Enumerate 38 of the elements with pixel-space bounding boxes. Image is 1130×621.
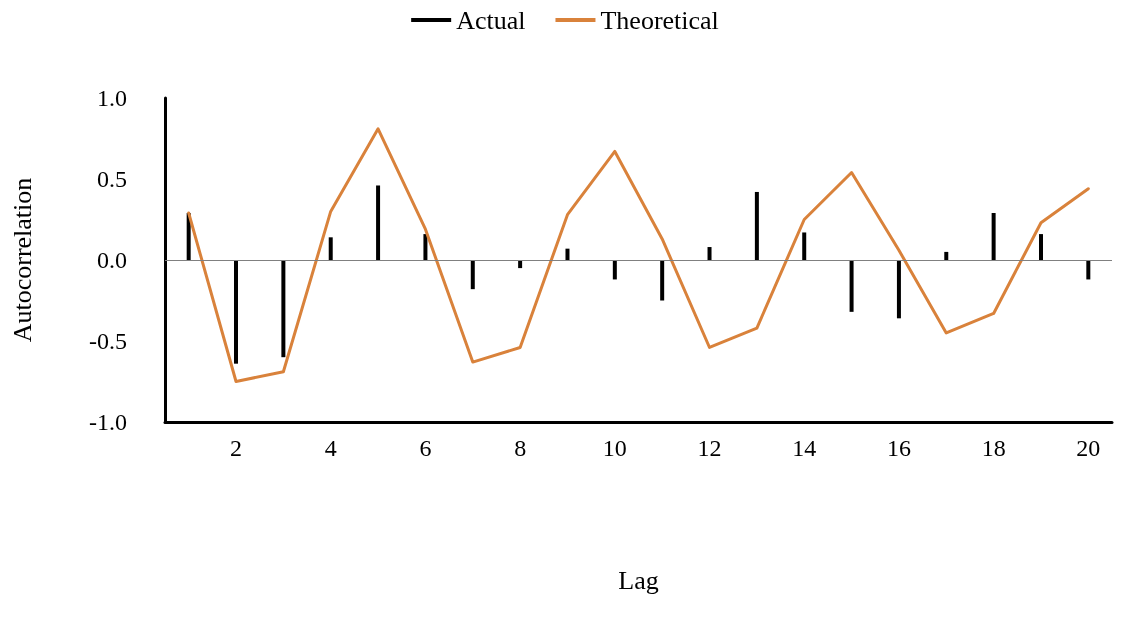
bar bbox=[896, 260, 901, 319]
bar bbox=[423, 234, 428, 260]
x-tick-label: 20 bbox=[1076, 435, 1101, 461]
x-tick-label: 18 bbox=[981, 435, 1006, 461]
bar bbox=[991, 213, 996, 260]
bar bbox=[328, 237, 333, 260]
bar bbox=[754, 191, 759, 260]
legend-label: Actual bbox=[456, 5, 526, 35]
bar bbox=[470, 260, 475, 290]
y-tick-label: 0.5 bbox=[97, 166, 127, 192]
bar bbox=[1038, 234, 1043, 260]
x-axis-title: Lag bbox=[618, 565, 659, 595]
line-series bbox=[187, 127, 1090, 383]
bar bbox=[376, 185, 381, 260]
y-tick-label: 1.0 bbox=[97, 85, 127, 111]
y-tick-label: 0.0 bbox=[97, 247, 127, 273]
y-tick-label: -0.5 bbox=[89, 328, 127, 354]
y-axis-title: Autocorrelation bbox=[7, 177, 37, 343]
bar bbox=[234, 260, 239, 364]
x-tick-label: 10 bbox=[602, 435, 627, 461]
x-tick-label: 4 bbox=[324, 435, 337, 461]
bar bbox=[660, 260, 665, 301]
bar bbox=[802, 232, 807, 260]
x-tick-label: 16 bbox=[886, 435, 911, 461]
bar bbox=[849, 260, 854, 312]
y-tick-label: -1.0 bbox=[89, 409, 127, 435]
bar bbox=[612, 260, 617, 280]
x-tick-label: 6 bbox=[419, 435, 432, 461]
bar bbox=[281, 260, 286, 358]
x-tick-label: 2 bbox=[230, 435, 243, 461]
bar bbox=[565, 248, 570, 260]
legend-label: Theoretical bbox=[600, 5, 719, 35]
x-tick-label: 12 bbox=[697, 435, 722, 461]
x-tick-label: 8 bbox=[514, 435, 527, 461]
bar bbox=[707, 247, 712, 260]
bar bbox=[1086, 260, 1091, 280]
x-tick-label: 14 bbox=[792, 435, 817, 461]
bar bbox=[944, 251, 949, 260]
